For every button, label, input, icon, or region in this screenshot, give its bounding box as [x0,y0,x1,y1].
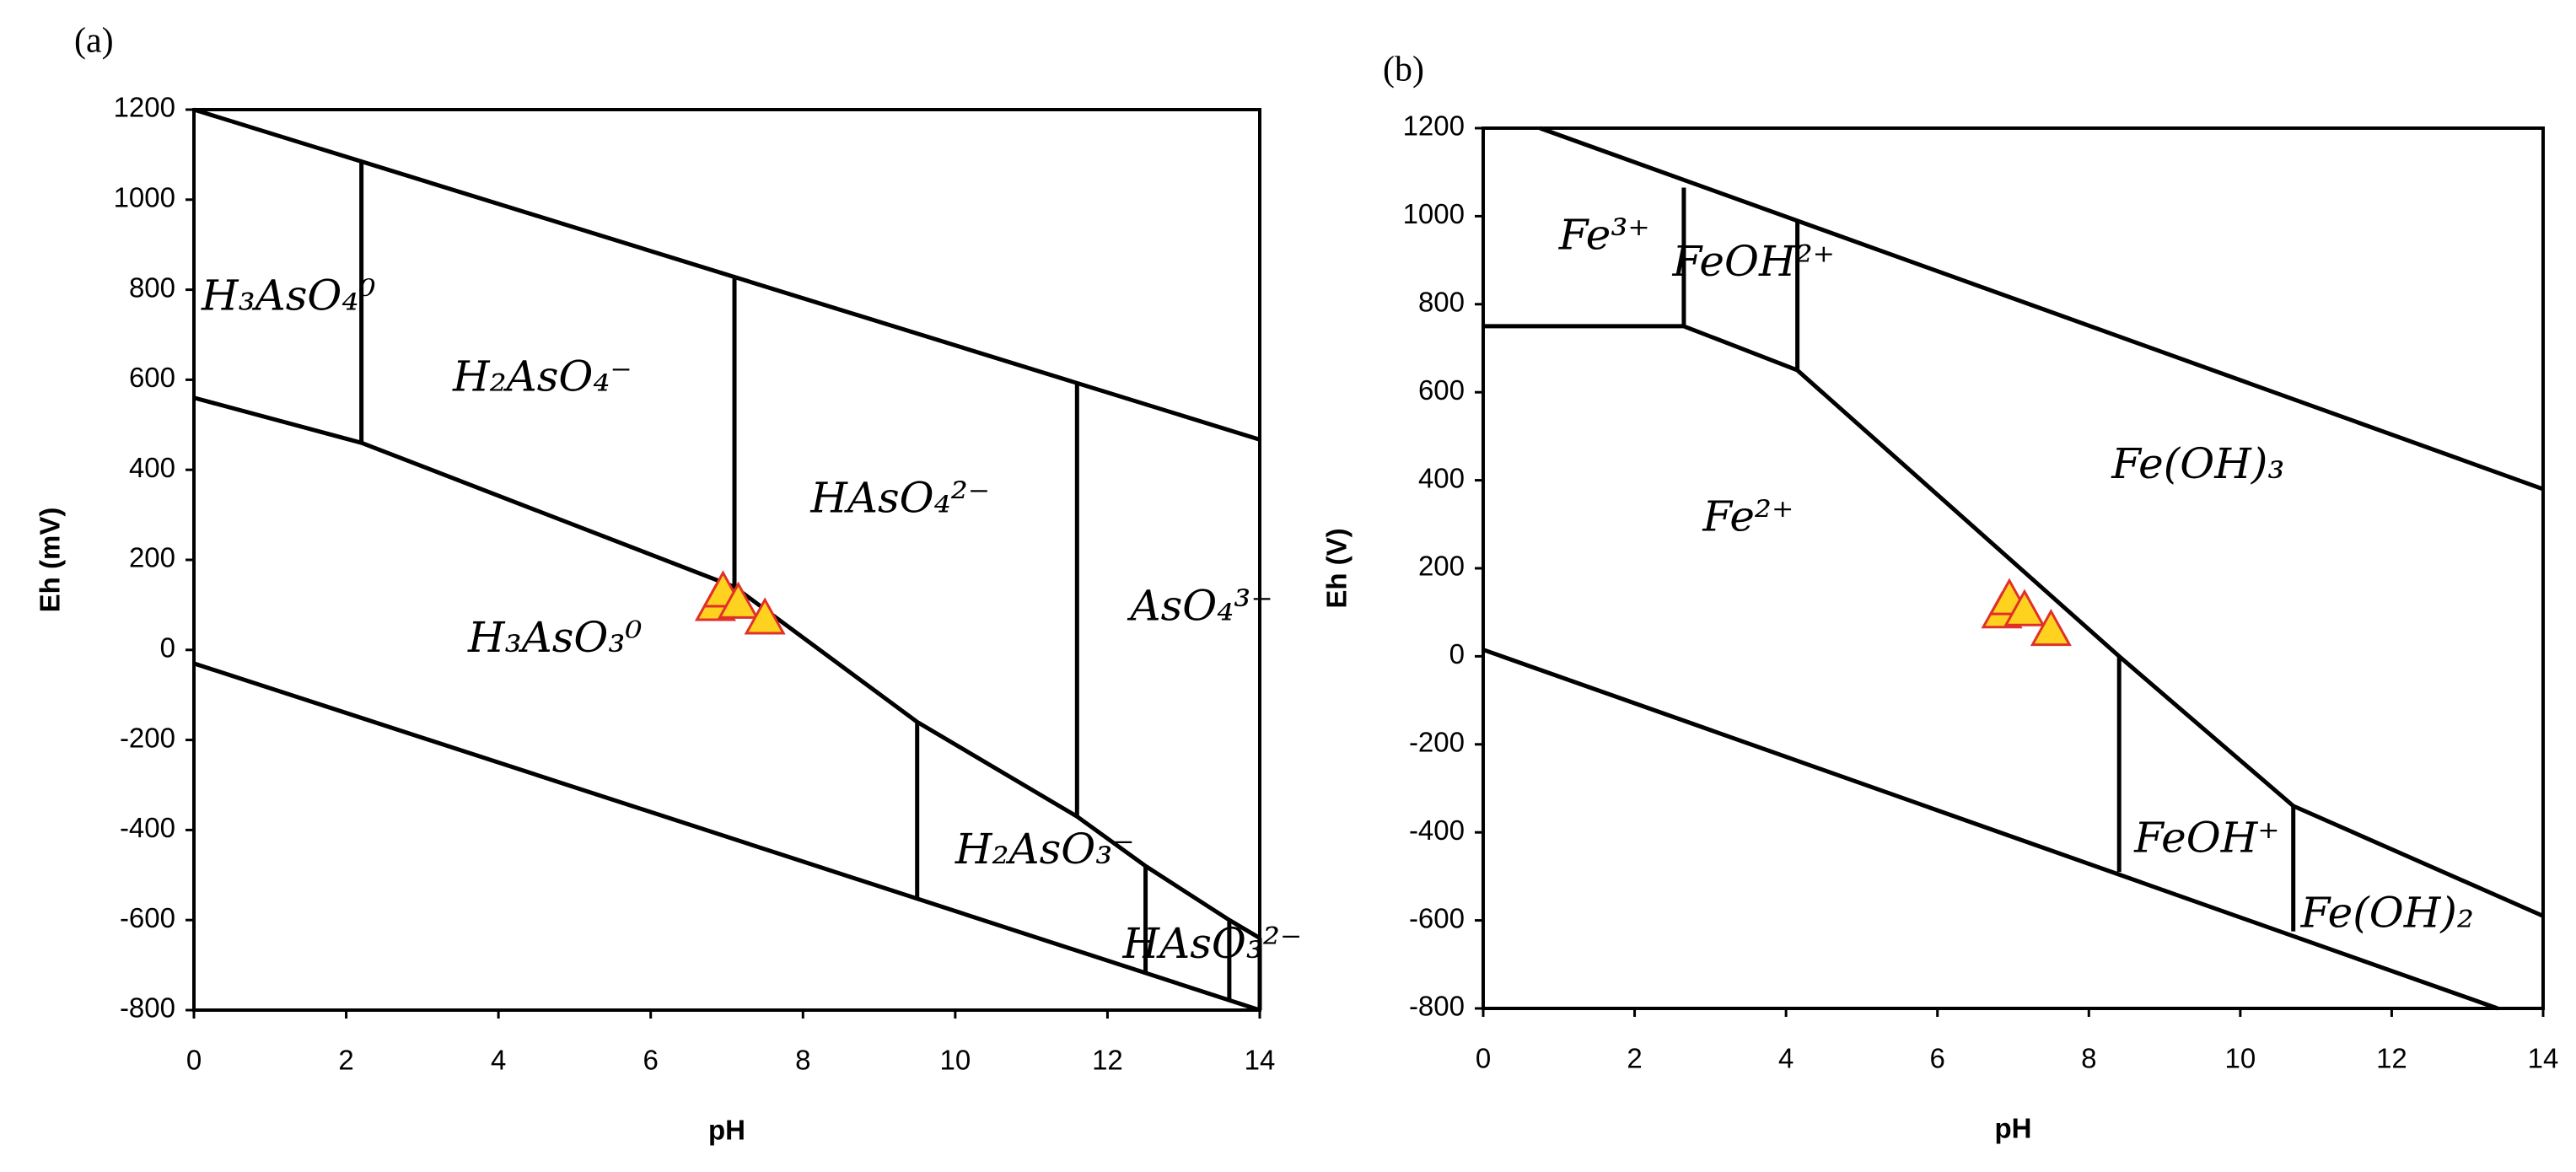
y-tick-label: 600 [129,362,175,393]
x-tick-label: 14 [2528,1043,2559,1074]
y-tick-label: -800 [1409,991,1465,1022]
x-tick-label: 4 [491,1045,506,1076]
plot-frame [1482,126,2545,1010]
x-tick-label: 2 [338,1045,353,1076]
boundary-line [1482,648,2498,1011]
y-tick-label: 200 [1418,551,1465,582]
x-axis-label: pH [708,1115,745,1146]
sample-point [744,597,786,635]
region-label: H₃AsO₃⁰ [467,613,643,662]
x-tick-label: 6 [643,1045,659,1076]
boundary-line [193,107,1261,442]
y-tick-label: 0 [160,632,175,664]
y-tick-label: -400 [1409,814,1465,846]
boundary-line [193,661,1261,1013]
region-label: AsO₄³⁻ [1127,582,1273,631]
x-tick-label: 12 [1092,1045,1123,1076]
y-tick-label: -600 [1409,902,1465,933]
region-label: FeOH⁺ [2133,814,2280,863]
y-tick-label: 1200 [1403,110,1465,142]
x-tick-label: 12 [2376,1043,2407,1074]
region-label: Fe(OH)₂ [2300,888,2474,937]
boundary-line [1483,324,2545,918]
x-tick-label: 14 [1245,1045,1276,1076]
y-tick-label: -400 [120,812,175,843]
y-tick-label: 1000 [114,182,175,213]
region-label: FeOH²⁺ [1671,237,1835,286]
y-tick-label: -600 [120,902,175,933]
sample-point [2030,608,2072,647]
y-tick-label: 200 [129,542,175,573]
region-label: H₂AsO₃⁻ [955,825,1135,874]
region-label: HAsO₃²⁻ [1121,919,1302,968]
x-tick-label: 2 [1627,1043,1642,1074]
region-label: HAsO₄²⁻ [809,474,990,523]
y-tick-label: 400 [1418,462,1465,493]
y-tick-label: 1000 [1403,198,1465,229]
x-tick-label: 0 [1476,1043,1491,1074]
x-tick-label: 8 [2081,1043,2096,1074]
x-tick-label: 4 [1778,1043,1794,1074]
y-tick-label: -200 [1409,727,1465,758]
region-label: H₂AsO₄⁻ [452,352,632,401]
panel-label: (a) [74,22,114,61]
x-tick-label: 10 [939,1045,971,1076]
x-tick-label: 0 [186,1045,202,1076]
region-label: Fe³⁺ [1558,211,1650,260]
y-tick-label: 600 [1418,374,1465,406]
sample-point [717,581,760,619]
x-tick-label: 10 [2224,1043,2256,1074]
region-label: H₃AsO₄⁰ [201,271,376,320]
y-axis-label: Eh (V) [1321,528,1353,608]
y-tick-label: -800 [120,992,175,1024]
x-tick-label: 8 [795,1045,810,1076]
y-tick-label: -200 [120,722,175,753]
sample-point [2003,589,2046,626]
region-label: Fe²⁺ [1702,492,1794,541]
y-tick-label: 400 [129,452,175,483]
boundary-line [193,395,1261,940]
panel-label: (b) [1383,51,1424,89]
y-axis-label: Eh (mV) [35,508,66,613]
y-tick-label: 0 [1449,638,1465,669]
plot-frame [192,108,1261,1012]
x-tick-label: 6 [1930,1043,1945,1074]
y-tick-label: 1200 [114,92,175,123]
y-tick-label: 800 [129,271,175,303]
y-tick-label: 800 [1418,287,1465,318]
region-label: Fe(OH)₃ [2111,439,2284,488]
x-axis-label: pH [1995,1113,2032,1144]
boundary-line [1539,126,2544,492]
